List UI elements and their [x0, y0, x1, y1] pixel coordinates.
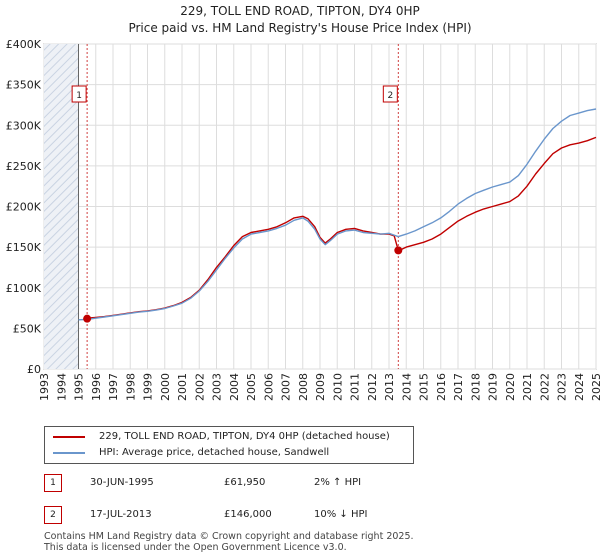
legend-label-hpi: HPI: Average price, detached house, Sand…	[99, 447, 330, 458]
price-chart: 1 2 £0 £50K £100K £150K £200K £250K £300K £350K £…	[6, 38, 600, 401]
y-tick-label: £50K	[13, 322, 42, 335]
x-tick-label: 2012	[366, 373, 379, 401]
footer-line2: This data is licensed under the Open Gov…	[44, 542, 347, 553]
x-tick-label: 2000	[159, 373, 172, 401]
x-tick-label: 1994	[55, 373, 68, 401]
y-tick-label: £300K	[6, 119, 42, 132]
x-tick-label: 1995	[73, 373, 86, 401]
x-tick-label: 2025	[590, 373, 600, 401]
x-tick-label: 2024	[573, 373, 586, 401]
transaction-price: £61,950	[224, 477, 266, 488]
chart-title-line2: Price paid vs. HM Land Registry's House …	[128, 21, 472, 35]
sale-point	[83, 314, 92, 323]
x-tick-label: 2021	[521, 373, 534, 401]
sale-marker-label: 1	[76, 91, 82, 101]
x-tick-label: 2005	[245, 373, 258, 401]
x-tick-label: 2020	[504, 373, 517, 401]
x-tick-label: 2003	[211, 373, 224, 401]
x-tick-label: 1997	[107, 373, 120, 401]
x-tick-label: 1993	[38, 373, 51, 401]
legend-label-property: 229, TOLL END ROAD, TIPTON, DY4 0HP (det…	[99, 431, 390, 442]
sale-marker-box	[382, 85, 398, 103]
x-tick-label: 2010	[331, 373, 344, 401]
x-tick-label: 2017	[452, 373, 465, 401]
transaction-hpi: 2% ↑ HPI	[314, 477, 362, 488]
y-tick-label: £400K	[6, 38, 42, 51]
x-tick-label: 1999	[142, 373, 155, 401]
transaction-hpi: 10% ↓ HPI	[314, 509, 368, 520]
sale-marker-box	[71, 85, 87, 103]
chart-title-line1: 229, TOLL END ROAD, TIPTON, DY4 0HP	[180, 4, 420, 18]
x-tick-label: 2023	[556, 373, 569, 401]
y-tick-label: £150K	[6, 241, 42, 254]
y-tick-label: £100K	[6, 282, 42, 295]
y-tick-label: £0	[27, 363, 41, 376]
x-tick-label: 2002	[193, 373, 206, 401]
x-tick-label: 2007	[280, 373, 293, 401]
x-tick-label: 2016	[435, 373, 448, 401]
legend-swatch-property	[53, 436, 85, 438]
x-tick-label: 2006	[262, 373, 275, 401]
x-tick-label: 2019	[487, 373, 500, 401]
footer-line1: Contains HM Land Registry data © Crown c…	[44, 531, 414, 542]
transaction-price: £146,000	[224, 509, 272, 520]
x-tick-label: 2015	[418, 373, 431, 401]
x-tick-label: 2018	[469, 373, 482, 401]
x-tick-label: 2009	[314, 373, 327, 401]
y-tick-label: £250K	[6, 160, 42, 173]
x-tick-label: 1996	[90, 373, 103, 401]
transaction-badge: 1	[44, 474, 62, 492]
x-tick-label: 2013	[383, 373, 396, 401]
chart-title: 229, TOLL END ROAD, TIPTON, DY4 0HP Pric…	[0, 3, 600, 37]
y-tick-label: £200K	[6, 201, 42, 214]
transaction-date: 30-JUN-1995	[90, 477, 154, 488]
legend: 229, TOLL END ROAD, TIPTON, DY4 0HP (det…	[44, 426, 414, 464]
x-tick-label: 1998	[124, 373, 137, 401]
x-tick-label: 2008	[297, 373, 310, 401]
sale-marker-label: 2	[387, 91, 393, 101]
x-tick-label: 2014	[400, 373, 413, 401]
hpi-line	[78, 108, 597, 321]
transaction-badge: 2	[44, 506, 62, 524]
x-tick-label: 2001	[176, 373, 189, 401]
sale-point	[394, 246, 403, 255]
footer-attribution: Contains HM Land Registry data © Crown c…	[44, 531, 414, 553]
x-tick-label: 2011	[349, 373, 362, 401]
y-tick-label: £350K	[6, 79, 42, 92]
legend-swatch-hpi	[53, 452, 85, 454]
transaction-date: 17-JUL-2013	[90, 509, 152, 520]
x-tick-label: 2004	[228, 373, 241, 401]
x-tick-label: 2022	[538, 373, 551, 401]
